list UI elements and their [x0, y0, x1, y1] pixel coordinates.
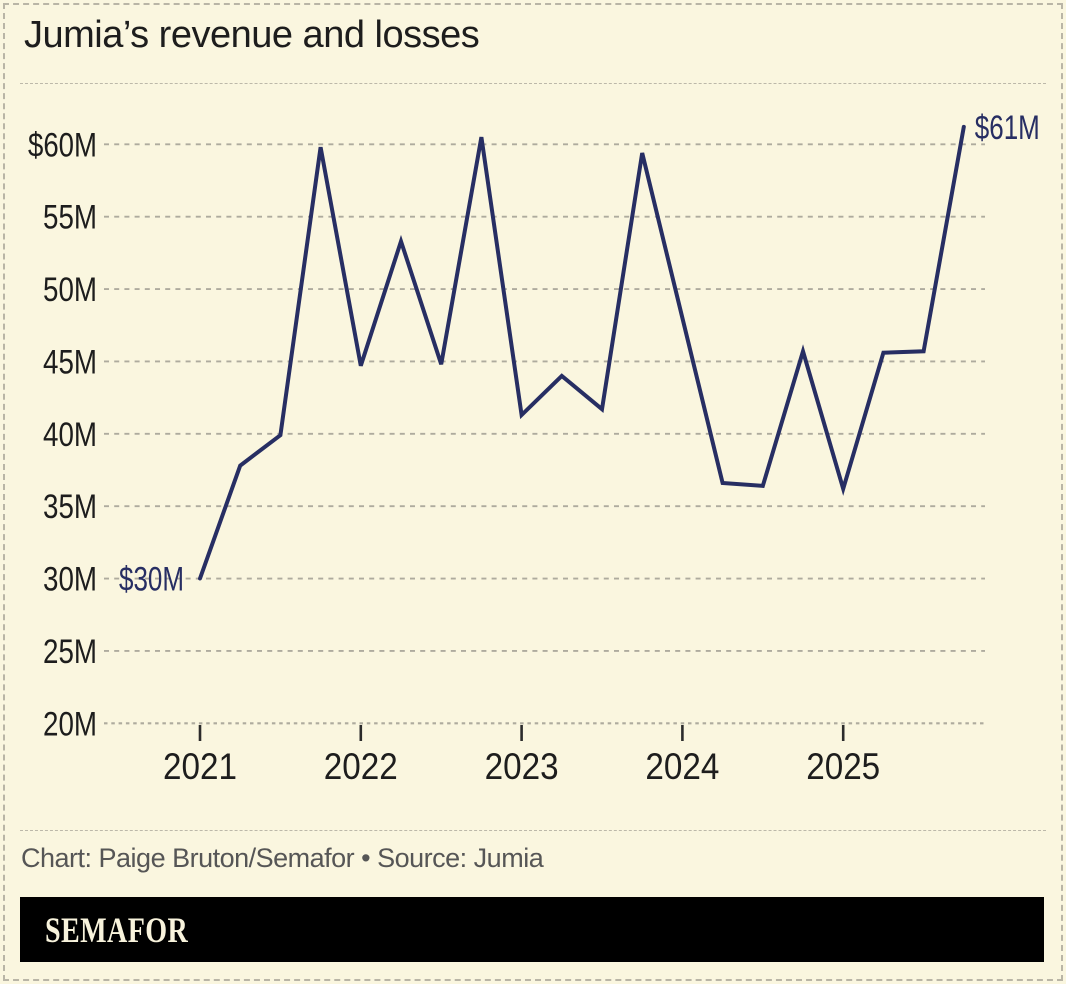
x-axis-tick-label: 2025: [806, 746, 880, 787]
x-axis-tick-label: 2021: [163, 746, 237, 787]
x-axis-tick-label: 2024: [645, 746, 719, 787]
semafor-logo: SEMAFOR: [45, 909, 189, 950]
y-axis-tick-label: 50M: [43, 271, 97, 309]
y-axis-tick-label: 55M: [43, 199, 97, 237]
y-axis-tick-label: $60M: [28, 126, 97, 164]
data-label-end: $61M: [975, 109, 1040, 147]
x-axis-tick-label: 2022: [324, 746, 398, 787]
data-label-start: $30M: [119, 561, 184, 599]
y-axis-tick-label: 40M: [43, 416, 97, 454]
y-axis-tick-label: 35M: [43, 488, 97, 526]
semafor-logo-bar: SEMAFOR: [20, 897, 1044, 962]
y-axis-tick-label: 45M: [43, 343, 97, 381]
chart-title: Jumia’s revenue and losses: [24, 14, 480, 56]
title-separator: [20, 83, 1046, 84]
y-axis-tick-label: 20M: [43, 705, 97, 743]
footer-separator: [20, 830, 1046, 831]
y-axis-tick-label: 25M: [43, 633, 97, 671]
revenue-line: [198, 124, 966, 581]
x-axis-tick-label: 2023: [485, 746, 559, 787]
y-axis-tick-label: 30M: [43, 561, 97, 599]
chart-credit: Chart: Paige Bruton/Semafor • Source: Ju…: [21, 843, 544, 873]
